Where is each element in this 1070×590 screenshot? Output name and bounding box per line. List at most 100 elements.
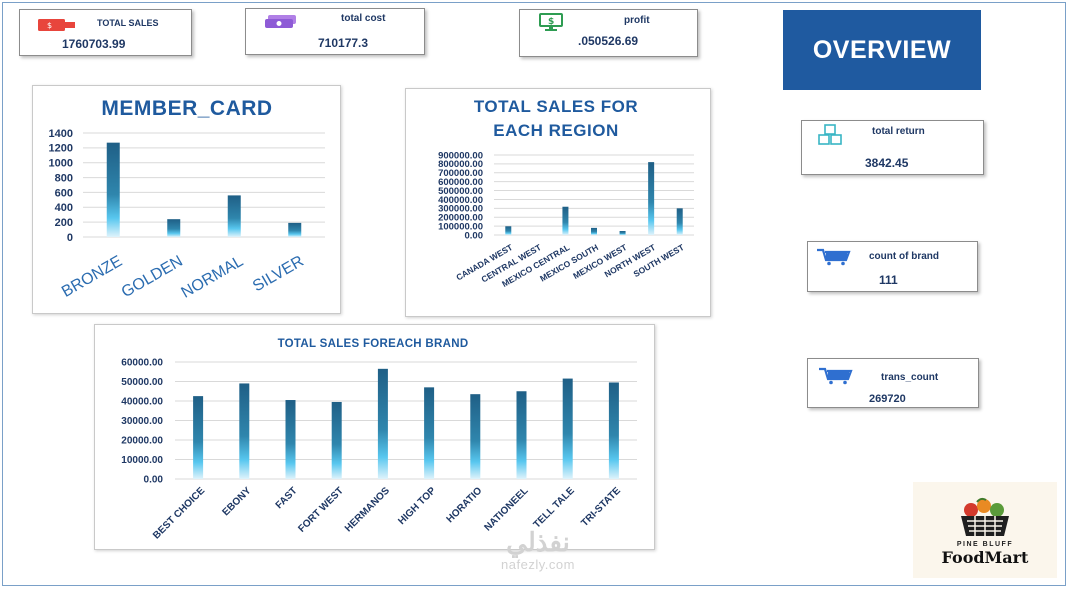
category-label: BEST CHOICE [151,485,207,541]
bar [648,162,655,235]
total-cost-value: 710177.3 [318,36,369,50]
watermark: نفذلي nafezly.com [468,527,608,572]
monitor-dollar-icon: $ [539,13,563,31]
bar [591,227,597,235]
bar [288,222,302,237]
total-return-value: 3842.45 [865,156,909,170]
y-tick-label: 900000.00 [438,150,483,161]
y-tick-label: 300000.00 [438,204,483,215]
boxes-icon [818,124,842,145]
y-tick-label: 600 [55,187,73,199]
brand-chart-panel: TOTAL SALES FOREACH BRAND 0.00 10000.00 200… [94,324,655,550]
overview-banner: OVERVIEW [783,10,981,90]
category-label: TELL TALE [532,485,577,530]
region-chart-panel: TOTAL SALES FOR EACH REGION 0.00 100000.00 2… [405,88,711,317]
kpi-count-of-brand: count of brand 111 [807,241,978,292]
profit-label: profit [624,15,650,26]
category-label: HIGH TOP [396,485,438,527]
y-tick-label: 100000.00 [438,221,483,232]
count-of-brand-label: count of brand [869,251,939,262]
y-tick-label: 800000.00 [438,159,483,170]
bar [619,231,626,235]
y-tick-label: 500000.00 [438,186,483,197]
brand-sales-chart: TOTAL SALES FOREACH BRAND 0.00 10000.00 200… [121,338,637,541]
member-card-chart-panel: MEMBER_CARD 0 200 400 600 800 1000 1200 1400 BRON… [32,85,341,314]
trans-count-value: 269720 [869,393,906,405]
y-tick-label: 400000.00 [438,195,483,206]
category-label: BRONZE [59,253,125,301]
svg-text:$: $ [47,21,52,30]
category-label: EBONY [220,485,253,518]
bar [470,394,481,479]
bar [331,401,342,479]
bar [285,400,296,479]
bar [227,195,241,237]
category-label: SILVER [250,253,307,296]
kpi-total-return: total return 3842.45 [801,120,984,175]
chart-title: TOTAL SALES FOREACH BRAND [278,338,469,350]
y-tick-label: 700000.00 [438,168,483,179]
chart-title: EACH REGION [493,121,618,140]
chart-title: MEMBER_CARD [101,97,272,120]
y-tick-label: 200000.00 [438,213,483,224]
y-tick-label: 800 [55,172,73,184]
basket-icon [961,497,1009,536]
watermark-url: nafezly.com [501,557,575,572]
total-return-label: total return [872,126,925,137]
kpi-trans-count: trans_count 269720 [807,358,979,408]
svg-text:$: $ [548,17,554,27]
y-tick-label: 0.00 [144,475,164,486]
bar [239,383,250,479]
watermark-arabic: نفذلي [506,527,570,557]
foodmart-logo: PINE BLUFF FoodMart [913,482,1057,578]
kpi-profit: $ profit .050526.69 [519,9,698,57]
logo-wordmark: FoodMart [941,548,1029,567]
count-of-brand-value: 111 [879,273,898,287]
category-label: FAST [274,485,300,511]
total-sales-label: TOTAL SALES [97,18,159,28]
bar [377,368,388,479]
category-label: HERMANOS [343,485,392,534]
y-tick-label: 400 [55,202,73,214]
cart-icon [817,248,851,266]
trans-count-label: trans_count [881,372,939,383]
category-label: GOLDEN [119,253,186,302]
cart-icon [819,367,853,385]
y-tick-label: 10000.00 [121,455,163,466]
chart-title: TOTAL SALES FOR [474,97,638,116]
category-label: TRI-STATE [579,485,623,529]
category-label: FORT WEST [296,485,345,534]
kpi-total-sales: $ TOTAL SALES 1760703.99 [19,9,192,56]
y-tick-label: 200 [55,217,73,229]
y-tick-label: 600000.00 [438,177,483,188]
bar [676,208,683,235]
bar [516,391,527,479]
bar [608,382,619,479]
total-sales-value: 1760703.99 [62,37,126,51]
y-tick-label: 50000.00 [121,377,163,388]
bar [193,396,204,479]
money-stack-icon [265,15,296,28]
y-tick-label: 30000.00 [121,416,163,427]
y-tick-label: 0 [67,232,73,244]
category-label: HORATIO [445,485,485,525]
member-card-chart: MEMBER_CARD 0 200 400 600 800 1000 1200 1400 BRON… [49,97,325,302]
y-tick-label: 1200 [49,143,73,155]
y-tick-label: 0.00 [465,230,484,241]
bar [562,378,573,479]
logo-tagline: PINE BLUFF [956,541,1014,548]
kpi-total-cost: total cost 710177.3 [245,8,425,55]
ticket-icon: $ [38,19,75,31]
y-tick-label: 1000 [49,158,73,170]
y-tick-label: 1400 [49,128,73,140]
y-tick-label: 60000.00 [121,358,163,369]
category-label: NORMAL [178,253,246,302]
bar [562,206,569,235]
y-tick-label: 20000.00 [121,436,163,447]
y-tick-label: 40000.00 [121,397,163,408]
bar [424,387,435,479]
region-sales-chart: TOTAL SALES FOR EACH REGION 0.00100000.002… [438,97,694,289]
bar [167,219,181,237]
profit-value: .050526.69 [578,34,639,48]
